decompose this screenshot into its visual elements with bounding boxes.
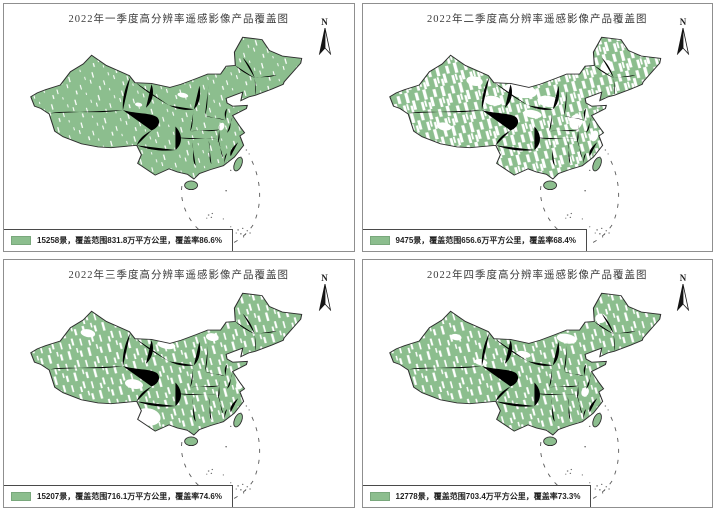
legend: 12778景，覆盖范围703.4万平方公里，覆盖率73.3% — [362, 485, 592, 507]
china-coverage-map — [30, 36, 303, 247]
north-arrow-icon — [318, 284, 331, 311]
china-coverage-map — [30, 292, 303, 503]
panel-title: 2022年一季度高分辨率遥感影像产品覆盖图 — [68, 14, 289, 25]
legend: 15258景，覆盖范围831.8万平方公里，覆盖率86.6% — [4, 229, 233, 251]
panel-2022-q1: 2022年一季度高分辨率遥感影像产品覆盖图 N 15258景 — [3, 3, 355, 252]
north-arrow: N — [318, 18, 332, 55]
north-arrow-icon — [677, 284, 689, 311]
panel-2022-q3: 2022年三季度高分辨率遥感影像产品覆盖图 N — [3, 259, 355, 508]
legend-swatch-coverage — [11, 492, 31, 501]
legend: 15207景，覆盖范围716.1万平方公里，覆盖率74.6% — [4, 485, 233, 507]
legend-label: 9475景，覆盖范围656.6万平方公里，覆盖率68.4% — [395, 236, 577, 245]
north-arrow: N — [318, 274, 332, 311]
legend-label: 15207景，覆盖范围716.1万平方公里，覆盖率74.6% — [37, 492, 222, 501]
legend: 9475景，覆盖范围656.6万平方公里，覆盖率68.4% — [362, 229, 587, 251]
panel-title: 2022年四季度高分辨率遥感影像产品覆盖图 — [427, 270, 648, 281]
china-coverage-map — [388, 292, 661, 503]
panel-title: 2022年二季度高分辨率遥感影像产品覆盖图 — [427, 14, 648, 25]
north-arrow: N — [676, 274, 690, 311]
north-arrow-icon — [318, 28, 331, 55]
legend-swatch-coverage — [369, 492, 390, 501]
legend-label: 12778景，覆盖范围703.4万平方公里，覆盖率73.3% — [395, 492, 581, 501]
legend-label: 15258景，覆盖范围831.8万平方公里，覆盖率86.6% — [37, 236, 222, 245]
panel-2022-q4: 2022年四季度高分辨率遥感影像产品覆盖图 N — [361, 259, 713, 508]
china-coverage-map — [388, 36, 661, 247]
north-label: N — [679, 273, 687, 283]
north-arrow: N — [676, 18, 690, 55]
north-label: N — [321, 273, 328, 283]
legend-swatch-coverage — [369, 236, 390, 245]
north-label: N — [679, 17, 687, 27]
panel-2022-q2: 2022年二季度高分辨率遥感影像产品覆盖图 N — [361, 3, 713, 252]
panel-title: 2022年三季度高分辨率遥感影像产品覆盖图 — [68, 270, 289, 281]
legend-swatch-coverage — [11, 236, 31, 245]
north-label: N — [321, 17, 328, 27]
north-arrow-icon — [677, 28, 689, 55]
